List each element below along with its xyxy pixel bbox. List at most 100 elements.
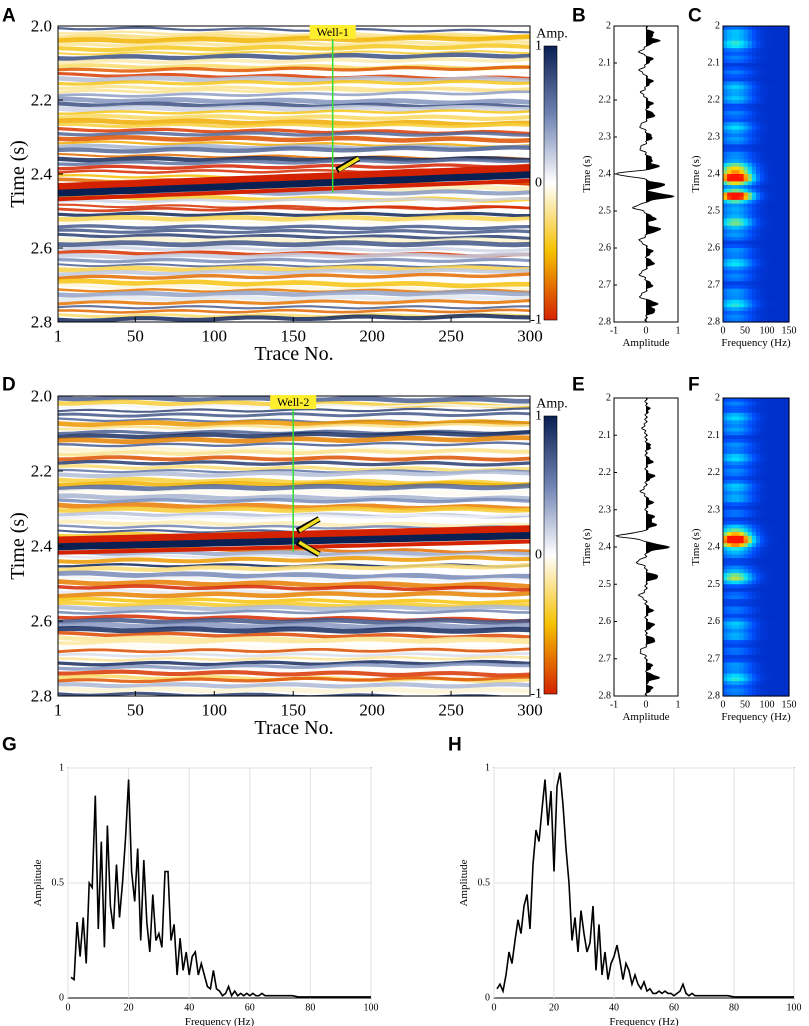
spectro-cell [747,148,753,153]
spectro-cell [723,229,728,234]
spectro-cell [772,111,778,116]
spectro-cell [723,435,728,440]
spectro-cell [756,51,761,57]
spectro-cell [751,673,757,678]
spectro-cell [780,192,786,197]
spectro-cell [735,438,741,444]
reflector [58,109,530,115]
spectro-cell [743,63,749,68]
spectro-cell [756,576,761,582]
spectro-cell [735,233,741,238]
spectro-cell [780,677,786,682]
panel-label-b: B [572,6,586,27]
spectro-cell [731,595,736,600]
spectro-cell [747,37,753,42]
spectro-cell [784,435,790,440]
well-label-d: Well-2 [277,395,309,409]
spectro-cell [739,159,745,164]
spectro-cell [727,692,732,697]
spectro-cell [751,658,757,664]
spectro-cell [772,218,778,223]
spectro-cell [760,233,765,238]
spectro-cell [739,424,745,429]
spectro-cell [751,535,757,541]
spectro-cell [768,118,774,123]
spectro-cell [747,677,753,682]
spectro-cell [739,587,745,593]
spectro-cell [735,273,741,279]
spectro-cell [743,401,749,407]
spectro-cell [751,251,757,256]
spectro-cell [772,580,778,585]
spectro-cell [727,554,732,559]
spectro-cell [756,151,761,157]
spectro-cell [764,550,769,556]
spectro-cell [768,569,774,574]
spectro-cell [776,412,782,418]
spectro-cell [780,288,786,293]
spectro-cell [739,427,745,433]
spectro-cell [723,218,728,223]
spectro-cell [743,539,749,544]
spectro-cell [723,532,728,537]
spectro-cell [731,125,736,131]
spectro-cell [768,285,774,290]
spectro-cell [760,207,765,212]
spectro-cell [747,251,753,256]
spectro-cell [784,262,790,268]
spectro-cell [731,151,736,157]
spectro-cell [780,506,786,511]
spectro-cell [743,236,749,242]
spectro-cell [723,491,728,496]
spectro-cell [784,602,790,608]
spectro-cell [723,225,728,231]
spectro-cell [739,599,745,604]
spectro-cell [764,229,769,234]
spectro-cell [772,520,778,526]
spectro-cell [772,550,778,556]
spectro-cell [739,483,745,489]
spectro-cell [751,288,757,293]
spectro-cell [723,66,728,71]
spectro-cell [751,307,757,312]
spectro-cell [723,483,728,489]
spectro-cell [768,88,774,94]
spectro-cell [768,550,774,556]
spectro-cell [727,155,732,160]
spectro-cell [760,628,765,634]
spectro-cell [747,88,753,94]
spectro-cell [756,37,761,42]
spectro-cell [768,48,774,53]
spectro-cell [739,211,745,216]
spectro-cell [760,479,765,485]
event-trough [58,164,530,191]
spectro-cell [751,199,757,205]
spectro-cell [776,229,782,234]
y-tick-label-d: 2.6 [31,612,52,631]
spectro-cell [743,621,749,626]
spectro-cell [735,558,741,563]
spectro-cell [735,528,741,533]
spectro-cell [743,688,749,693]
spectro-cell [727,26,732,31]
spectro-cell [760,688,765,693]
spectro-cell [739,63,745,68]
spectro-cell [768,114,774,120]
spectro-cell [784,225,790,231]
spectro-cell [747,513,753,518]
spectro-cell [723,255,728,260]
spectro-cell [768,26,774,31]
spectro-cell [764,621,769,626]
spectro-cell [776,398,782,403]
spectro-cell [772,92,778,97]
spectro-cell [776,692,782,697]
spectro-cell [780,494,786,500]
spectro-cell [727,144,732,149]
spectro-cell [751,479,757,485]
spectro-cell [776,310,782,316]
reflector [58,57,530,65]
spectro-cell [784,122,790,127]
spectro-cell [747,81,753,86]
spectro-cell [760,617,765,623]
spectro-cell [756,688,761,693]
